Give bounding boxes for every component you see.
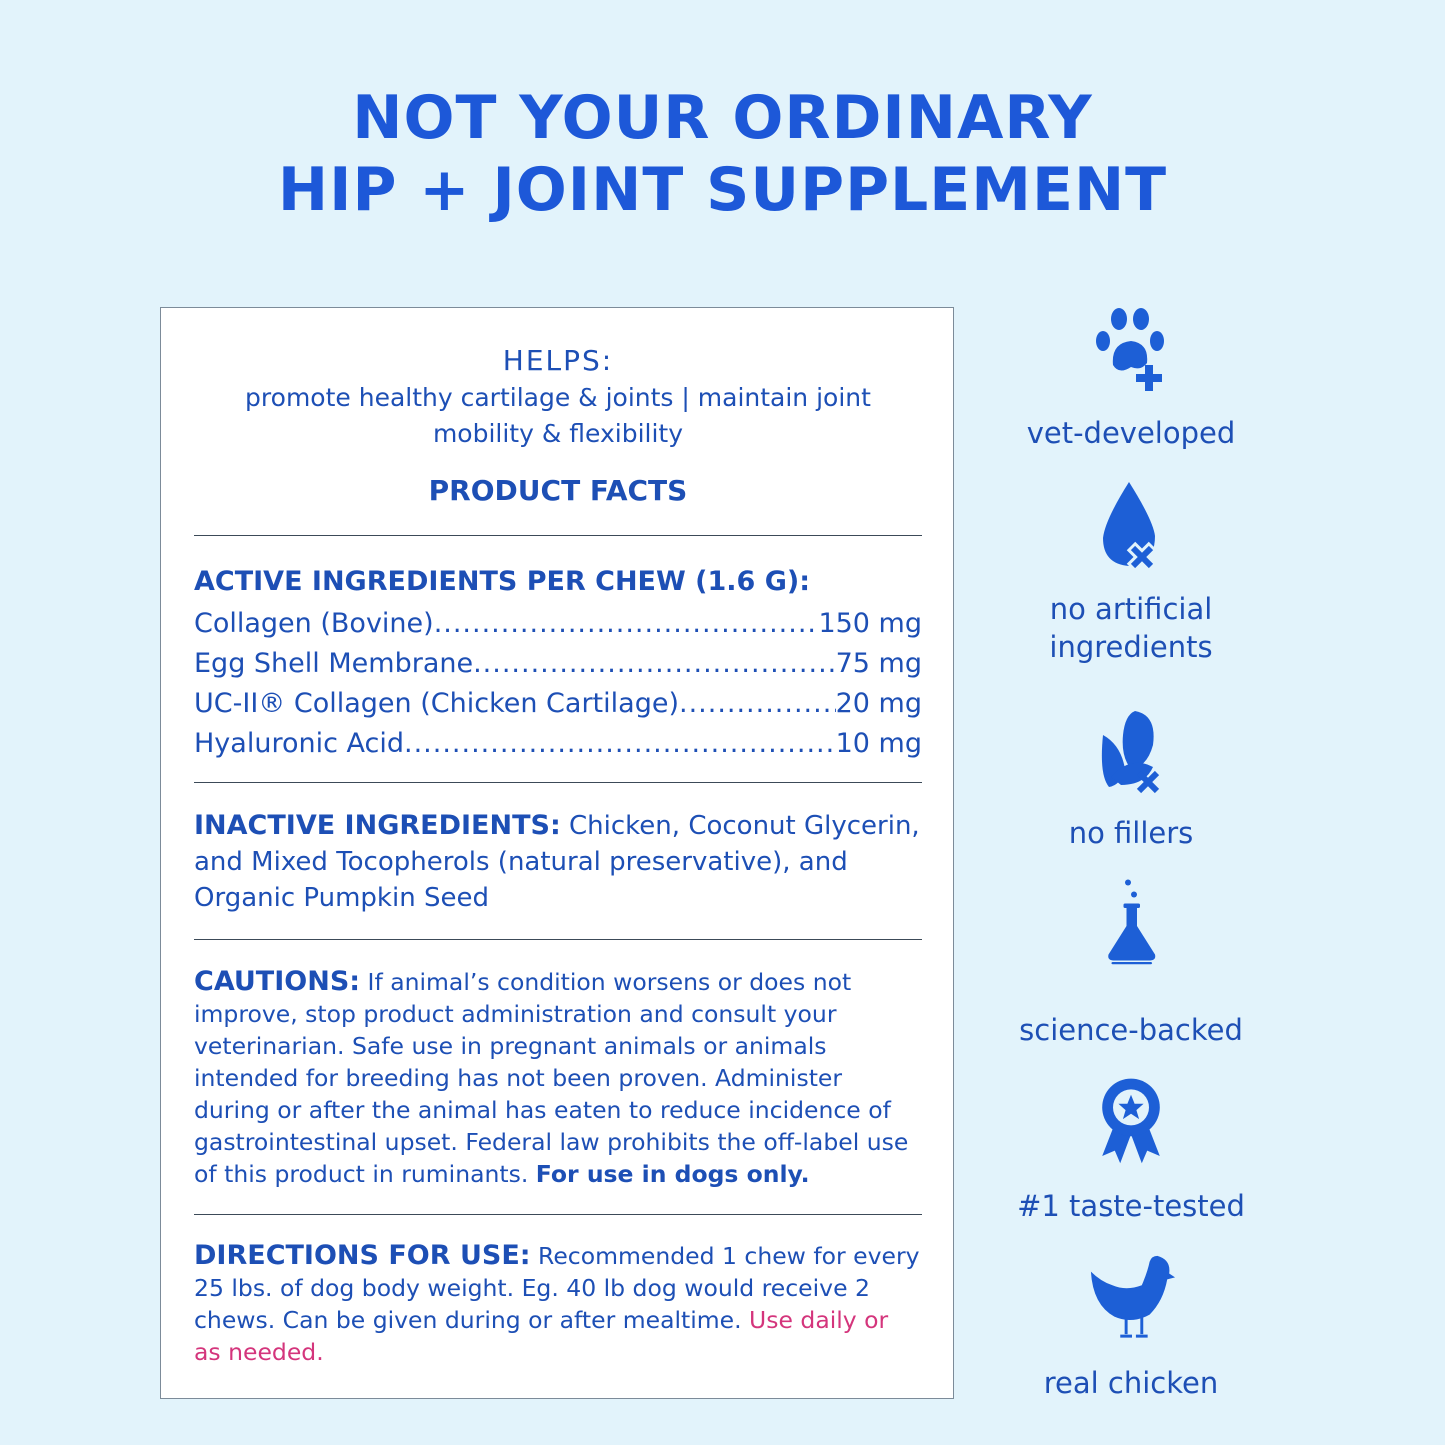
feature-no-fillers: no fillers (1068, 816, 1194, 850)
ingredient-row: UC-II® Collagen (Chicken Cartilage) 20 m… (194, 684, 922, 724)
ingredient-name: Collagen (Bovine) (194, 608, 434, 639)
ingredient-row: Egg Shell Membrane 75 mg (194, 644, 922, 684)
dot-leader (434, 604, 819, 644)
award-ribbon-icon (1102, 1078, 1160, 1164)
page-title: NOT YOUR ORDINARY HIP + JOINT SUPPLEMENT (277, 83, 1168, 225)
dot-leader (404, 724, 836, 764)
ingredient-amount: 75 mg (835, 648, 922, 679)
ingredient-name: Egg Shell Membrane (194, 648, 474, 679)
feature-no-artificial: no artificial ingredients (1049, 592, 1213, 664)
inactive-heading: INACTIVE INGREDIENTS: (194, 810, 561, 841)
flask-icon (1108, 879, 1156, 965)
chicken-icon (1090, 1255, 1176, 1338)
feature-taste-tested: #1 taste-tested (1017, 1189, 1245, 1223)
cautions-heading: CAUTIONS: (194, 966, 361, 997)
active-heading: ACTIVE INGREDIENTS PER CHEW (1.6 G): (194, 566, 811, 597)
divider (194, 1214, 922, 1215)
product-facts-panel: HELPS: promote healthy cartilage & joint… (160, 307, 954, 1399)
product-facts-heading: PRODUCT FACTS (428, 474, 688, 507)
paw-plus-icon (1096, 308, 1164, 391)
directions-highlight: Use daily or as needed. (194, 1306, 889, 1366)
active-ingredients: ACTIVE INGREDIENTS PER CHEW (1.6 G): Col… (194, 562, 922, 764)
helps-heading: HELPS: (502, 344, 614, 377)
dot-leader (679, 684, 836, 724)
feature-vet-developed: vet-developed (1026, 416, 1236, 450)
ingredient-row: Collagen (Bovine) 150 mg (194, 604, 922, 644)
cautions-bold: For use in dogs only. (535, 1160, 810, 1188)
ingredient-amount: 10 mg (835, 728, 922, 759)
drop-x-icon (1103, 482, 1158, 570)
ingredient-row: Hyaluronic Acid 10 mg (194, 724, 922, 764)
feature-science-backed: science-backed (1019, 1013, 1243, 1047)
cautions-text: If animal’s condition worsens or does no… (194, 968, 909, 1188)
dot-leader (473, 644, 836, 684)
corn-x-icon (1101, 711, 1160, 794)
ingredient-amount: 20 mg (835, 688, 922, 719)
ingredient-name: UC-II® Collagen (Chicken Cartilage) (194, 688, 679, 719)
divider (194, 939, 922, 940)
directions: DIRECTIONS FOR USE: Recommended 1 chew f… (194, 1240, 922, 1368)
directions-heading: DIRECTIONS FOR USE: (194, 1240, 531, 1271)
inactive-ingredients: INACTIVE INGREDIENTS: Chicken, Coconut G… (194, 808, 922, 916)
cautions: CAUTIONS: If animal’s condition worsens … (194, 966, 922, 1190)
feature-real-chicken: real chicken (1043, 1366, 1219, 1400)
inactive-text: Chicken, Coconut Glycerin, and Mixed Toc… (194, 811, 920, 913)
divider (194, 782, 922, 783)
helps-text: promote healthy cartilage & joints | mai… (245, 383, 871, 448)
ingredient-amount: 150 mg (818, 608, 922, 639)
divider (194, 535, 922, 536)
directions-text: Recommended 1 chew for every 25 lbs. of … (194, 1242, 920, 1334)
ingredient-name: Hyaluronic Acid (194, 728, 404, 759)
